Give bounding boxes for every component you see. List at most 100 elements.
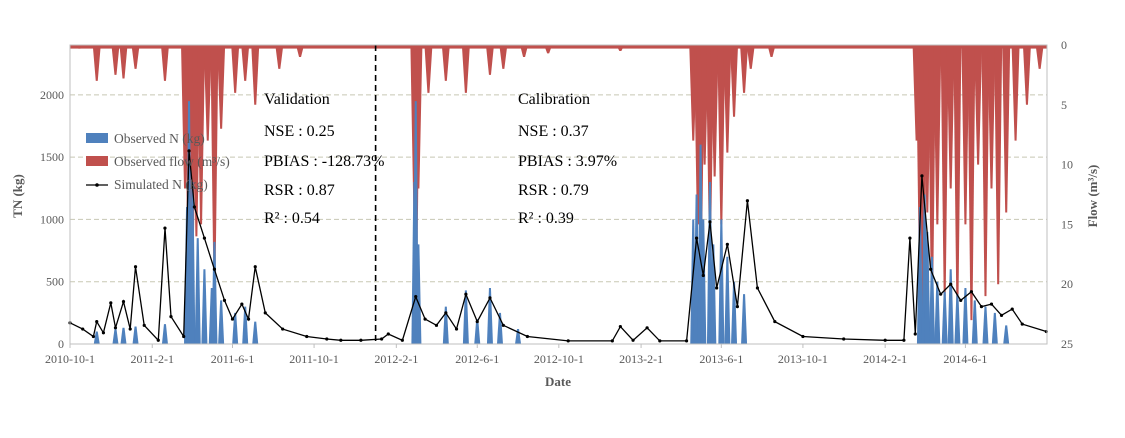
simulated-n-point bbox=[929, 267, 933, 271]
simulated-n-point bbox=[222, 298, 227, 302]
flow-spike bbox=[296, 45, 305, 57]
simulated-n-point bbox=[999, 313, 1004, 317]
simulated-n-point bbox=[142, 323, 146, 327]
simulated-n-point bbox=[246, 317, 251, 321]
observed-n-spike bbox=[991, 312, 998, 344]
validation-rsr: RSR : 0.87 bbox=[264, 182, 335, 199]
flow-spike bbox=[160, 45, 169, 81]
observed-n-spike bbox=[741, 294, 748, 344]
flow-spike bbox=[974, 45, 983, 165]
flow-spike bbox=[461, 45, 470, 93]
simulated-n-point bbox=[454, 327, 459, 331]
simulated-n-point bbox=[339, 338, 343, 342]
observed-n-spike bbox=[252, 321, 259, 344]
x-tick-label: 2011-2-1 bbox=[130, 352, 174, 366]
validation-stats: Validation NSE : 0.25 PBIAS : -128.73% R… bbox=[264, 91, 384, 227]
flow-spike bbox=[940, 45, 949, 297]
observed-n-spike bbox=[120, 327, 127, 344]
flow-spike bbox=[520, 45, 529, 57]
flow-spike bbox=[241, 45, 250, 81]
simulated-n-point bbox=[95, 319, 99, 324]
observed-n-spike bbox=[218, 300, 225, 344]
simulated-n-point bbox=[488, 296, 492, 300]
observed-n-spike bbox=[211, 241, 218, 344]
x-tick-label: 2010-10-1 bbox=[45, 352, 95, 366]
flow-spike bbox=[717, 45, 726, 225]
observed-n-spike bbox=[462, 290, 469, 344]
simulated-n-point bbox=[908, 236, 912, 240]
simulated-n-point bbox=[631, 338, 635, 342]
simulated-n-point bbox=[109, 301, 113, 305]
simulated-n-point bbox=[128, 327, 132, 331]
observed-n-spike bbox=[941, 291, 948, 344]
simulated-n-point bbox=[745, 199, 750, 203]
flow-spike bbox=[767, 45, 776, 57]
simulated-n-point bbox=[182, 334, 186, 339]
flow-spike bbox=[994, 45, 1003, 285]
calibration-title: Calibration bbox=[518, 91, 590, 108]
simulated-n-point bbox=[91, 334, 96, 339]
flow-spike bbox=[119, 45, 128, 79]
left-tick-label: 1500 bbox=[40, 150, 64, 164]
flow-spike bbox=[441, 45, 450, 81]
simulated-n-point bbox=[501, 323, 505, 327]
right-tick-label: 5 bbox=[1061, 98, 1067, 112]
simulated-n-point bbox=[1010, 307, 1014, 311]
left-axis-ticks: 0 500 1000 1500 2000 bbox=[40, 88, 64, 351]
observed-flow-area bbox=[70, 45, 1047, 333]
simulated-n-point bbox=[305, 334, 309, 339]
simulated-n-point bbox=[694, 236, 699, 240]
flow-spike bbox=[203, 45, 212, 141]
x-tick-label: 2012-6-1 bbox=[455, 352, 499, 366]
observed-n-spike bbox=[947, 269, 954, 344]
flow-spike bbox=[499, 45, 508, 69]
observed-n-spike bbox=[916, 206, 923, 344]
simulated-n-point bbox=[230, 317, 235, 321]
simulated-n-point bbox=[735, 305, 739, 309]
observed-n-spike bbox=[161, 324, 168, 344]
simulated-n-point bbox=[359, 338, 363, 342]
flow-spike bbox=[1022, 45, 1031, 105]
observed-n-spike bbox=[718, 219, 725, 344]
validation-nse: NSE : 0.25 bbox=[264, 123, 335, 140]
left-tick-label: 0 bbox=[58, 337, 64, 351]
simulated-n-point bbox=[842, 337, 846, 341]
simulated-n-point bbox=[212, 267, 217, 271]
simulated-n-point bbox=[1020, 322, 1024, 326]
validation-r2: R² : 0.54 bbox=[264, 210, 320, 227]
flow-spike bbox=[75, 45, 84, 49]
right-tick-label: 25 bbox=[1061, 337, 1073, 351]
simulated-n-point bbox=[684, 339, 689, 343]
observed-n-spike bbox=[724, 256, 731, 344]
flow-spike bbox=[730, 45, 739, 117]
simulated-n-point bbox=[708, 220, 712, 224]
simulated-n-point bbox=[281, 327, 285, 331]
flow-baseline bbox=[70, 45, 1047, 49]
x-tick-label: 2012-10-1 bbox=[534, 352, 584, 366]
flow-spike bbox=[131, 45, 140, 69]
flow-spike bbox=[424, 45, 433, 93]
simulated-n-point bbox=[902, 338, 906, 342]
flow-spike bbox=[217, 45, 226, 129]
simulated-n-line bbox=[68, 149, 1048, 343]
flow-spike bbox=[231, 45, 240, 93]
simulated-n-point bbox=[969, 290, 974, 294]
observed-n-spike bbox=[954, 294, 961, 344]
observed-n-spike bbox=[928, 256, 935, 344]
flow-spike bbox=[544, 45, 553, 54]
simulated-n-point bbox=[386, 332, 390, 336]
validation-pbias: PBIAS : -128.73% bbox=[264, 153, 384, 170]
legend-label-observed-n: Observed N (kg) bbox=[114, 131, 205, 146]
simulated-n-point bbox=[400, 338, 404, 342]
simulated-n-point bbox=[414, 295, 418, 299]
simulated-n-point bbox=[755, 286, 760, 290]
simulated-n-point bbox=[801, 334, 805, 339]
right-axis-ticks: 0 5 10 15 20 25 bbox=[1061, 38, 1073, 351]
observed-n-spike bbox=[700, 219, 707, 344]
simulated-n-point bbox=[163, 226, 167, 230]
observed-n-spike bbox=[189, 182, 196, 344]
flow-spike bbox=[953, 45, 962, 309]
right-tick-label: 15 bbox=[1061, 217, 1073, 231]
left-tick-label: 2000 bbox=[40, 88, 64, 102]
right-axis-title: Flow (m³/s) bbox=[1085, 165, 1100, 228]
